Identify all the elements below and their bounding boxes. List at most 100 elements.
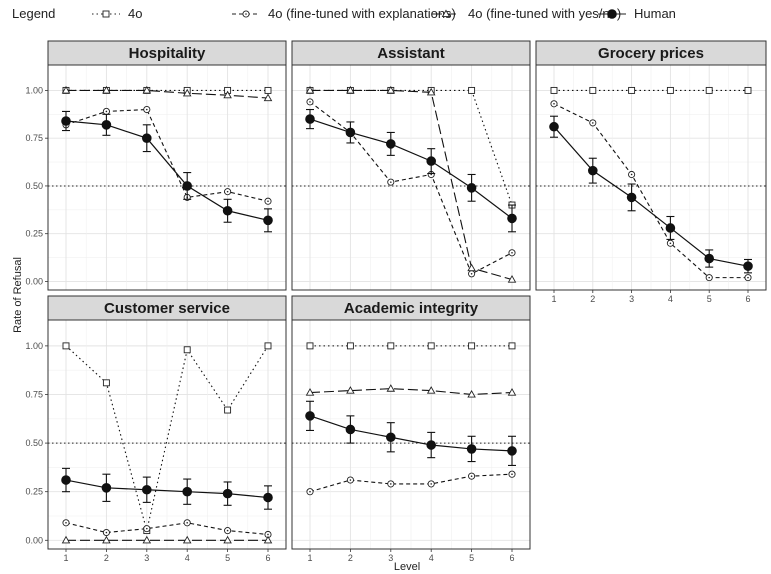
panel-title-1: Assistant xyxy=(377,45,445,62)
series-0-2 xyxy=(61,85,273,102)
data-point xyxy=(61,116,71,126)
x-axis-ticks-4: 1 2 3 4 5 6 xyxy=(307,549,515,563)
data-point xyxy=(744,86,752,94)
legend-label-0: 4o xyxy=(128,6,142,21)
data-point xyxy=(61,475,71,485)
data-point xyxy=(468,270,476,278)
data-point-dot xyxy=(553,102,555,105)
series-1-3 xyxy=(305,108,517,233)
data-point xyxy=(183,519,191,527)
series-2-2 xyxy=(549,115,753,274)
data-point xyxy=(102,379,110,387)
data-point-dot xyxy=(146,108,148,111)
data-point xyxy=(468,472,476,480)
data-point xyxy=(346,476,354,484)
data-point xyxy=(222,488,233,499)
data-point xyxy=(264,197,272,205)
x-tick-label: 6 xyxy=(265,553,270,563)
data-point xyxy=(61,85,71,94)
data-point xyxy=(550,100,558,108)
y-axis-ticks-0: 0.00 0.25 0.50 0.75 1.00 xyxy=(25,85,48,286)
y-axis-title: Rate of Refusal xyxy=(12,257,24,333)
series-line xyxy=(309,118,513,219)
x-tick-label: 4 xyxy=(185,553,190,563)
series-1-2 xyxy=(305,85,517,283)
panel-border-2 xyxy=(535,64,767,291)
data-point-dot xyxy=(747,276,749,279)
data-point xyxy=(386,432,396,443)
y-tick-label: 0.75 xyxy=(25,133,43,143)
x-tick-label: 2 xyxy=(590,294,595,304)
x-tick-label: 3 xyxy=(144,553,149,563)
data-point-dot xyxy=(390,483,392,485)
series-4-1 xyxy=(306,470,516,496)
series-line xyxy=(309,473,513,493)
series-line xyxy=(65,479,269,499)
data-point xyxy=(426,440,437,450)
data-point xyxy=(705,86,713,94)
x-tick-label: 3 xyxy=(629,294,634,304)
data-point xyxy=(387,342,395,350)
data-point-dot xyxy=(146,527,148,530)
data-point-dot xyxy=(267,200,269,203)
data-point xyxy=(626,192,637,203)
data-point xyxy=(306,342,314,350)
data-point-dot xyxy=(390,181,392,183)
data-point-dot xyxy=(309,490,311,493)
data-point xyxy=(704,253,715,264)
data-point-dot xyxy=(430,173,433,176)
data-point xyxy=(62,519,70,527)
data-point xyxy=(466,444,477,454)
data-point xyxy=(102,535,111,544)
data-point xyxy=(223,535,232,544)
data-point xyxy=(142,535,152,544)
data-point xyxy=(182,486,192,497)
series-4-3 xyxy=(305,400,517,466)
y-tick-label: 1.00 xyxy=(25,85,43,95)
data-point xyxy=(588,165,598,176)
data-point xyxy=(306,488,314,496)
data-point xyxy=(305,85,315,94)
data-point xyxy=(182,181,192,191)
series-line xyxy=(310,89,513,281)
data-point xyxy=(666,86,674,94)
data-point xyxy=(665,223,676,233)
data-point xyxy=(466,183,477,193)
panel-strip-4 xyxy=(291,295,531,321)
y-tick-label: 0.00 xyxy=(25,276,43,286)
data-point-dot xyxy=(592,122,594,124)
data-point xyxy=(508,249,516,257)
data-point-dot xyxy=(430,483,433,485)
legend-label-1: 4o (fine-tuned with explanations) xyxy=(268,6,456,21)
data-point-dot xyxy=(309,101,311,103)
legend-key-marker-dot xyxy=(245,13,247,15)
data-point xyxy=(345,127,356,138)
x-axis-title: Level xyxy=(394,561,420,573)
data-point xyxy=(305,388,315,396)
legend-key-marker xyxy=(242,10,250,18)
data-point xyxy=(468,86,476,94)
y-tick-label: 0.25 xyxy=(25,229,43,239)
panel-title-2: Grocery prices xyxy=(598,45,704,62)
data-point xyxy=(183,346,191,354)
series-line xyxy=(553,126,749,267)
data-point xyxy=(305,411,315,421)
data-point xyxy=(224,188,232,196)
series-line xyxy=(66,89,269,99)
y-tick-label: 0.50 xyxy=(25,181,43,191)
panel-title-3: Customer service xyxy=(104,300,230,317)
data-point xyxy=(143,105,151,114)
x-axis-ticks-2: 1 2 3 4 5 6 xyxy=(551,290,751,304)
data-point xyxy=(705,274,713,282)
legend-key-3 xyxy=(598,9,626,19)
panel-title-4: Academic integrity xyxy=(344,300,479,317)
y-tick-label: 0.75 xyxy=(25,389,43,399)
data-point xyxy=(142,133,152,143)
x-tick-label: 6 xyxy=(509,553,514,563)
data-point xyxy=(223,90,232,99)
data-point-dot xyxy=(511,473,513,475)
series-line xyxy=(65,522,269,536)
data-point xyxy=(507,388,517,396)
panel-border-0 xyxy=(47,64,287,291)
data-point xyxy=(386,85,396,94)
